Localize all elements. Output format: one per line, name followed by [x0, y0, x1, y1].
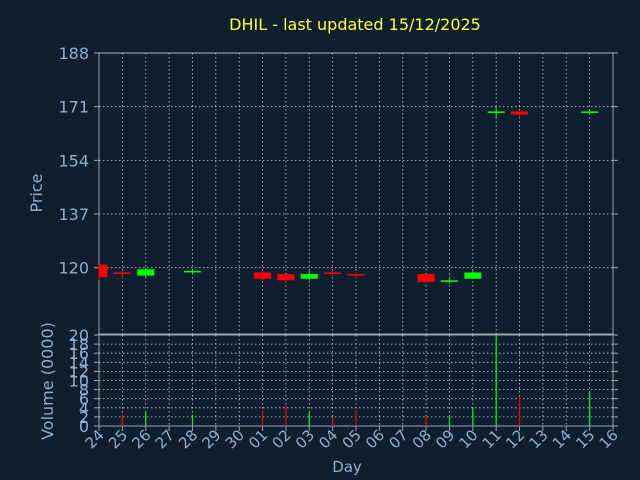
volume-tick-label: 10 [69, 372, 89, 391]
x-tick-label: 10 [455, 426, 481, 452]
candle-12 [511, 109, 529, 118]
volume-tick-label: 6 [79, 390, 89, 409]
x-tick-label: 14 [549, 426, 575, 452]
x-tick-label: 11 [479, 426, 505, 452]
x-tick-label: 08 [409, 426, 435, 452]
volume-axis-label: Volume (0000) [38, 322, 57, 440]
candle-body [99, 264, 108, 278]
candle-body [581, 111, 599, 113]
candle-05 [347, 272, 365, 279]
price-tick-label: 120 [58, 259, 89, 278]
candle-body [511, 111, 529, 115]
volume-tick-label: 0 [79, 417, 89, 436]
x-tick-label: 06 [362, 426, 388, 452]
candle-body [113, 272, 131, 275]
candle-body [254, 272, 272, 279]
candle-body [440, 280, 458, 282]
candle-26 [137, 267, 155, 278]
x-tick-label: 15 [572, 426, 598, 452]
x-tick-label: 26 [128, 426, 154, 452]
candle-24 [98, 264, 108, 281]
candle-11 [487, 106, 505, 120]
x-tick-label: 13 [526, 426, 552, 452]
x-tick-label: 27 [152, 426, 178, 452]
x-tick-label: 09 [432, 426, 458, 452]
candle-09 [440, 277, 458, 284]
x-tick-label: 04 [315, 426, 341, 452]
volume-tick-label: 12 [69, 362, 89, 381]
candle-08 [417, 274, 435, 284]
candle-02 [277, 274, 295, 282]
price-tick-label: 188 [58, 44, 89, 63]
candle-body [137, 269, 155, 276]
volume-tick-label: 18 [69, 335, 89, 354]
candle-28 [183, 269, 201, 275]
candle-body [417, 274, 435, 282]
price-axis-label: Price [27, 173, 46, 212]
x-tick-label: 16 [596, 426, 622, 452]
candle-10 [464, 270, 482, 279]
price-tick-label: 171 [58, 98, 89, 117]
volume-tick-label: 4 [79, 399, 89, 418]
price-tick-label: 137 [58, 205, 89, 224]
chart-title: DHIL - last updated 15/12/2025 [229, 15, 481, 34]
candle-01 [254, 270, 272, 281]
x-tick-label: 07 [385, 426, 411, 452]
price-tick-label: 154 [58, 151, 89, 170]
x-tick-label: 03 [292, 426, 318, 452]
candle-body [464, 272, 482, 279]
x-tick-label: 05 [339, 426, 365, 452]
x-tick-label: 25 [105, 426, 131, 452]
x-tick-label: 02 [269, 426, 295, 452]
candle-15 [581, 109, 599, 115]
volume-tick-label: 8 [79, 381, 89, 400]
x-tick-label: 12 [502, 426, 528, 452]
x-axis: 2425262728293001020304050607080910111213… [82, 426, 622, 452]
candle-body [277, 274, 295, 281]
candle-03 [300, 270, 318, 281]
candle-body [487, 111, 505, 113]
x-tick-label: 01 [245, 426, 271, 452]
x-tick-label: 28 [175, 426, 201, 452]
volume-tick-label: 16 [69, 344, 89, 363]
candle-body [347, 274, 365, 276]
x-axis-label: Day [332, 458, 362, 476]
price-panel: 120 137 154 171 188 [58, 44, 618, 335]
candle-25 [113, 270, 131, 279]
volume-tick-label: 2 [79, 408, 89, 427]
candle-04 [324, 270, 342, 276]
volume-tick-label: 20 [69, 326, 89, 345]
x-tick-label: 30 [222, 426, 248, 452]
volume-tick-label: 14 [69, 353, 89, 372]
candle-body [324, 272, 342, 275]
candle-body [183, 270, 201, 273]
candle-body [300, 274, 318, 279]
x-tick-label: 29 [198, 426, 224, 452]
